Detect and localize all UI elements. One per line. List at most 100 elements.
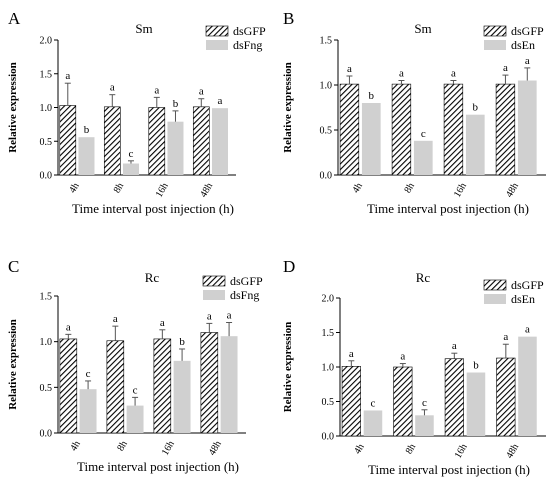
y-tick-label: 0.5 (40, 383, 53, 394)
bar-dsfng-48h (211, 108, 228, 175)
bar-dsgfp-4h (341, 366, 361, 437)
bar-dsgfp-48h (495, 83, 516, 176)
bar-dsgfp-48h (496, 357, 516, 437)
bar-dsgfp-16h (444, 358, 464, 437)
x-tick-label: 16h (453, 442, 470, 460)
y-tick-label: 0.0 (320, 171, 333, 182)
bar-dsen-48h (517, 80, 537, 175)
y-tick-label: 1.5 (322, 328, 335, 339)
panel-letter: C (8, 257, 19, 276)
bar-dsfng-8h (122, 163, 139, 175)
significance-letter: c (129, 148, 134, 160)
legend-label: dsGFP (511, 24, 544, 38)
significance-letter: c (421, 128, 426, 140)
chart-panel-c: C Rc 0.0 0.5 1.0 1.5 Relative expression Time i… (7, 257, 263, 474)
x-axis-label: Time interval post injection (h) (367, 201, 529, 216)
significance-letter: a (525, 55, 530, 67)
panel-letter: D (283, 257, 295, 276)
bar-dsgfp-4h (59, 338, 78, 434)
chart-panel-d: D Rc 0.0 0.5 1.0 1.5 2.0 Relative expression Tim… (282, 257, 546, 477)
legend-label: dsGFP (233, 24, 266, 38)
significance-letter: c (133, 384, 138, 396)
legend-swatch-dsen (484, 294, 506, 304)
y-tick-label: 0.5 (322, 397, 335, 408)
legend-swatch-dsgfp (483, 25, 507, 37)
legend-swatch-dsgfp (202, 275, 226, 287)
y-tick-label: 0.0 (40, 171, 53, 182)
x-tick-label: 48h (504, 181, 521, 199)
bar-dsgfp-16h (148, 107, 166, 176)
significance-letter: a (113, 313, 118, 325)
legend-label: dsEn (511, 292, 535, 306)
y-tick-label: 0.0 (40, 429, 53, 440)
significance-letter: a (525, 324, 530, 336)
y-axis-label: Relative expression (282, 322, 294, 413)
chart-title: Sm (414, 21, 431, 36)
significance-letter: a (451, 68, 456, 80)
x-tick-label: 16h (154, 181, 171, 199)
x-tick-label: 16h (160, 439, 177, 457)
bar-dsen-16h (466, 372, 486, 436)
significance-letter: b (369, 90, 375, 102)
legend-label: dsGFP (230, 274, 263, 288)
significance-letter: c (86, 368, 91, 380)
x-tick-label: 8h (402, 181, 417, 195)
bar-dsgfp-8h (393, 366, 413, 437)
chart-panel-b: B Sm 0.0 0.5 1.0 1.5 Relative expression Time i… (282, 9, 546, 216)
y-tick-label: 1.5 (320, 36, 333, 47)
chart-title: Sm (135, 21, 152, 36)
y-tick-label: 2.0 (322, 294, 335, 305)
significance-letter: b (473, 102, 479, 114)
y-tick-label: 0.5 (40, 137, 53, 148)
significance-letter: a (399, 68, 404, 80)
bar-dsfng-4h (78, 137, 95, 175)
legend-label: dsFng (233, 38, 262, 52)
legend-label: dsGFP (511, 278, 544, 292)
bar-dsgfp-48h (192, 106, 210, 176)
x-tick-label: 8h (112, 181, 127, 195)
chart-title: Rc (416, 270, 431, 285)
bar-dsfng-48h (220, 336, 238, 433)
y-tick-label: 2.0 (40, 36, 53, 47)
significance-letter: a (503, 331, 508, 343)
legend-swatch-dsfng (203, 290, 225, 300)
bar-dsfng-4h (79, 389, 97, 433)
bar-dsen-16h (465, 114, 485, 175)
x-tick-label: 48h (198, 181, 215, 199)
significance-letter: b (179, 336, 185, 348)
significance-letter: a (199, 86, 204, 98)
y-tick-label: 0.0 (322, 432, 335, 443)
y-tick-label: 0.5 (320, 126, 333, 137)
legend-label: dsFng (230, 288, 259, 302)
panel-letter: B (283, 9, 294, 28)
bar-dsgfp-16h (153, 338, 172, 434)
chart-title: Rc (145, 270, 160, 285)
legend-swatch-dsen (484, 40, 506, 50)
chart-panel-a: A Sm 0.0 0.5 1.0 1.5 2.0 Relative expression Tim… (7, 9, 266, 216)
legend-swatch-dsgfp (205, 25, 229, 37)
x-tick-label: 48h (504, 442, 521, 460)
bar-dsen-8h (415, 415, 434, 436)
bar-dsen-8h (413, 140, 433, 175)
x-axis-label: Time interval post injection (h) (72, 201, 234, 216)
significance-letter: a (349, 348, 354, 360)
y-axis-label: Relative expression (7, 62, 19, 153)
significance-letter: a (227, 309, 232, 321)
significance-letter: a (160, 317, 165, 329)
significance-letter: a (218, 95, 223, 107)
bar-dsfng-16h (167, 121, 184, 175)
significance-letter: a (347, 63, 352, 75)
significance-letter: b (84, 124, 90, 136)
y-tick-label: 1.0 (40, 337, 53, 348)
y-tick-label: 1.0 (320, 81, 333, 92)
y-tick-label: 1.0 (322, 363, 335, 374)
panel-letter: A (8, 9, 21, 28)
bar-dsgfp-48h (200, 332, 219, 434)
bar-dsgfp-8h (391, 83, 412, 176)
x-tick-label: 4h (67, 181, 82, 195)
x-tick-label: 4h (68, 439, 83, 453)
significance-letter: a (66, 321, 71, 333)
x-tick-label: 16h (452, 181, 469, 199)
y-axis-label: Relative expression (7, 319, 19, 410)
